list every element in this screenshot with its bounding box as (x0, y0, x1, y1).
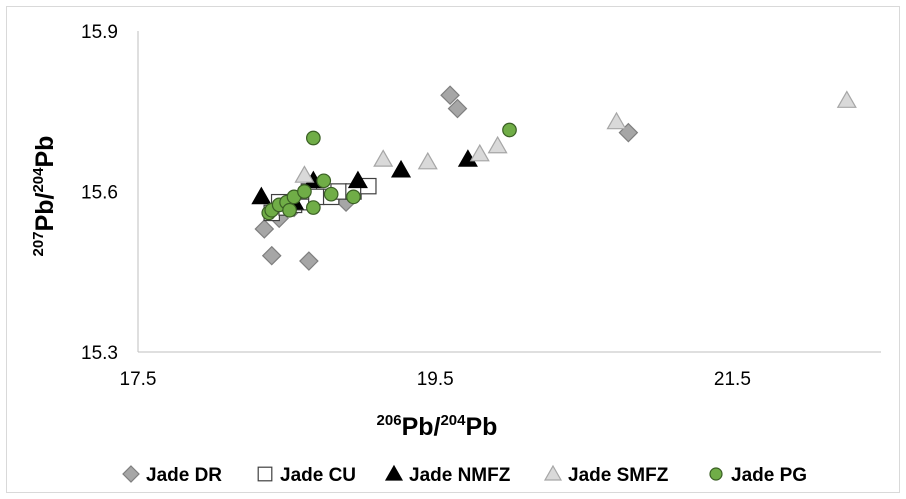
data-point (261, 245, 282, 266)
data-point (346, 189, 361, 205)
x-tick-labels: 17.5 19.5 21.5 (120, 369, 751, 390)
y-axis-title: 207Pb/204Pb (30, 136, 59, 257)
y-tick-label: 15.6 (81, 183, 118, 204)
x-tick-label: 19.5 (417, 369, 454, 390)
data-point (251, 186, 272, 205)
data-point (487, 135, 508, 154)
legend-label: Jade SMFZ (568, 465, 669, 486)
data-point (606, 111, 627, 130)
data-points (251, 85, 857, 271)
legend-marker (543, 464, 563, 481)
data-point (469, 143, 490, 162)
data-point (417, 151, 438, 170)
legend-marker (122, 465, 140, 483)
data-point (254, 219, 275, 239)
data-point (294, 165, 315, 183)
data-point (316, 173, 332, 189)
scatter-chart: 17.5 19.5 21.5 15.3 15.6 15.9 206Pb/204Pb 20… (30, 22, 881, 486)
data-point (282, 202, 297, 218)
chart-frame: 17.5 19.5 21.5 15.3 15.6 15.9 206Pb/204Pb 20… (6, 6, 900, 493)
legend-label: Jade PG (731, 465, 807, 486)
legend: Jade DR Jade CU Jade NMFZ Jade SMFZ Jade PG (122, 464, 807, 486)
data-point (299, 251, 319, 271)
data-point (836, 90, 857, 108)
data-point (440, 85, 460, 106)
data-point (297, 184, 312, 199)
data-point (347, 170, 368, 189)
x-tick-label: 21.5 (714, 369, 751, 390)
legend-marker (384, 464, 404, 481)
data-point (305, 130, 321, 146)
data-point (390, 159, 412, 178)
legend-marker (709, 467, 723, 481)
x-tick-label: 17.5 (120, 369, 157, 390)
legend-marker (257, 466, 273, 482)
legend-label: Jade DR (146, 465, 222, 486)
y-tick-labels: 15.3 15.6 15.9 (81, 22, 118, 364)
data-point (447, 98, 468, 119)
legend-label: Jade NMFZ (409, 465, 511, 486)
data-point (305, 200, 321, 215)
data-point (373, 149, 394, 167)
x-axis-title: 206Pb/204Pb (377, 412, 498, 441)
axes (137, 31, 881, 353)
data-point (323, 186, 339, 202)
legend-label: Jade CU (280, 465, 356, 486)
y-tick-label: 15.9 (81, 22, 118, 43)
y-tick-label: 15.3 (81, 343, 118, 364)
data-point (502, 122, 517, 138)
